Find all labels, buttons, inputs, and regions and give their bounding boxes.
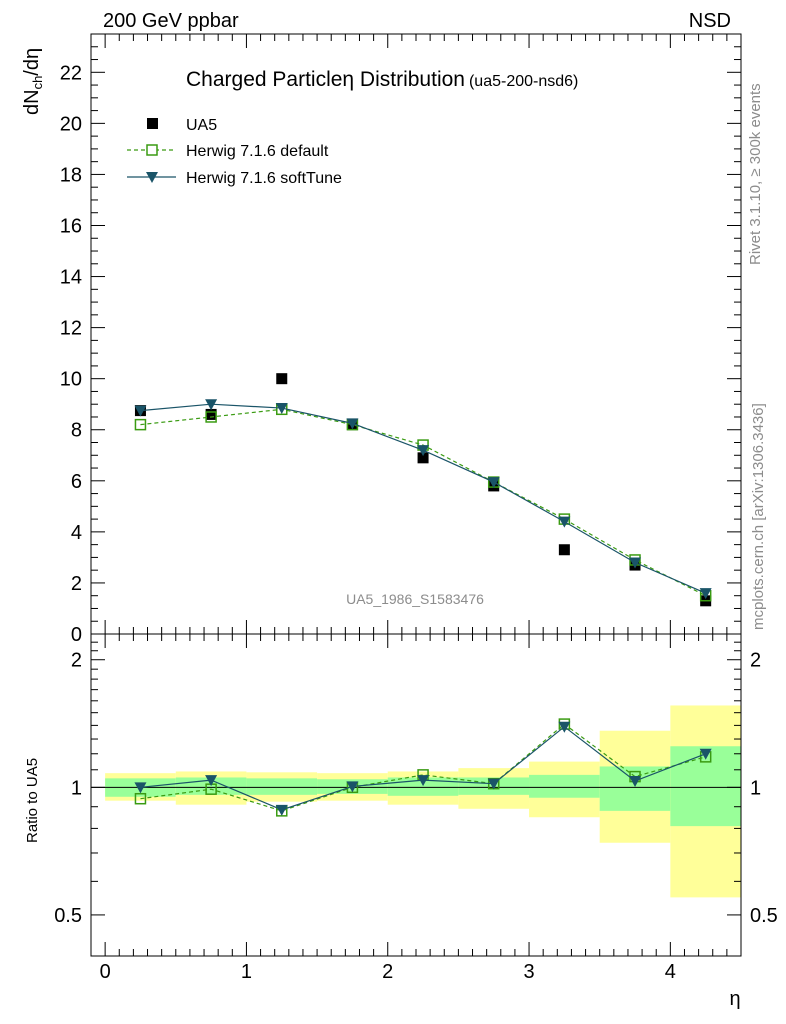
analysis-watermark: UA5_1986_S1583476 [346, 591, 484, 607]
main-ytick-label: 6 [71, 471, 82, 493]
ratio-series-1-point [275, 804, 288, 816]
main-series-2-point [629, 557, 642, 569]
x-tick-label: 4 [665, 961, 676, 983]
main-series-line-1 [140, 408, 706, 597]
ratio-ytick-label: 2 [71, 650, 82, 672]
legend-marker-default [146, 144, 158, 156]
ratio-series-1-point [346, 781, 359, 793]
ratio-ytick-label-right: 1 [750, 777, 761, 799]
ratio-panel: 0.5 0.5 1 1 2 2 0 1 2 3 4 [54, 633, 778, 983]
ratio-series-1-point [629, 775, 642, 787]
main-panel: 0 2 4 6 8 10 12 14 16 18 20 22 [60, 33, 742, 646]
x-axis-label: η [729, 988, 740, 1010]
main-series-2-point [558, 516, 571, 528]
main-ytick-label: 20 [60, 113, 82, 135]
rivet-version-text: Rivet 3.1.10, ≥ 300k events [747, 83, 764, 265]
legend-label-softtune: Herwig 7.1.6 softTune [186, 170, 342, 187]
main-series-line-2 [140, 403, 706, 594]
main-plot-title: Charged Particleη Distribution (ua5-200-n… [186, 68, 578, 91]
main-series-1-point [134, 418, 147, 431]
main-series-2-point [346, 418, 359, 430]
x-tick-label: 0 [100, 961, 111, 983]
main-series-0-point [276, 373, 288, 385]
ratio-series-1-point [487, 778, 500, 790]
ratio-ytick-label-right: 2 [750, 650, 761, 672]
ratio-series-0-point [134, 792, 147, 805]
ratio-y-axis-label: Ratio to UA5 [24, 758, 41, 843]
main-y-axis-label: dNch/dη [21, 48, 45, 115]
legend: UA5 Herwig 7.1.6 default Herwig 7.1.6 so… [127, 117, 342, 187]
x-tick-label: 1 [241, 961, 252, 983]
legend-marker-ua5 [147, 118, 158, 129]
main-series-2-point [417, 445, 430, 457]
x-tick-label: 3 [523, 961, 534, 983]
main-series-0-point [205, 408, 217, 420]
main-ytick-label: 10 [60, 369, 82, 391]
ratio-stat-band [529, 774, 600, 798]
ratio-ytick-label-right: 0.5 [750, 905, 778, 927]
ratio-series-line-0 [140, 723, 706, 812]
main-ytick-label: 14 [60, 267, 82, 289]
main-series-2-point [205, 399, 218, 411]
title-subtitle: (ua5-200-nsd6) [469, 73, 578, 90]
main-ytick-label: 2 [71, 573, 82, 595]
ratio-series-1-point [205, 775, 218, 787]
main-ytick-label: 0 [71, 624, 82, 646]
main-series-2-point [487, 477, 500, 489]
main-ytick-label: 16 [60, 215, 82, 237]
header-right: NSD [689, 10, 731, 32]
ratio-stat-band [246, 778, 318, 795]
ratio-ytick-label: 0.5 [54, 905, 82, 927]
legend-label-ua5: UA5 [186, 117, 217, 134]
ratio-ytick-label: 1 [71, 777, 82, 799]
ratio-series-1-point [699, 748, 712, 760]
main-ytick-label: 22 [60, 62, 82, 84]
main-ytick-label: 12 [60, 318, 82, 340]
main-series-1-point [205, 411, 217, 423]
ratio-series-1-point [134, 782, 147, 794]
main-ytick-label: 4 [71, 522, 82, 544]
main-series-0-point [417, 452, 429, 464]
main-series-2-point [275, 403, 288, 415]
main-series-2-point [134, 405, 147, 417]
ratio-stat-band [599, 766, 671, 811]
x-tick-label: 2 [382, 961, 393, 983]
ratio-series-1-point [558, 721, 571, 733]
main-series-2-point [699, 588, 712, 600]
mcplots-reference-text: mcplots.cern.ch [arXiv:1306.3436] [750, 403, 767, 630]
main-ytick-label: 18 [60, 164, 82, 186]
ratio-series-1-point [417, 775, 430, 787]
legend-marker-softtune [146, 172, 158, 183]
main-series-0-point [558, 544, 570, 556]
legend-label-default: Herwig 7.1.6 default [186, 143, 329, 160]
title-text: Charged Particleη Distribution [186, 68, 465, 91]
header-left: 200 GeV ppbar [103, 10, 239, 32]
main-ytick-label: 8 [71, 420, 82, 442]
